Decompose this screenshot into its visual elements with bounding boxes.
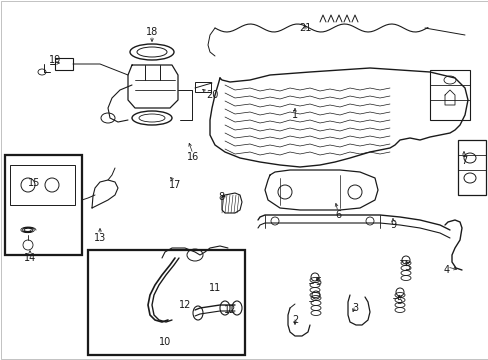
- Text: 9: 9: [389, 220, 395, 230]
- Text: 21: 21: [298, 23, 310, 33]
- Text: 18: 18: [145, 27, 158, 37]
- Text: 3: 3: [351, 303, 357, 313]
- Bar: [5, 155, 82, 255]
- Text: 17: 17: [168, 180, 181, 190]
- Bar: [55, 58, 73, 70]
- Bar: [88, 250, 244, 355]
- Text: 1: 1: [291, 110, 298, 120]
- Text: 16: 16: [186, 152, 199, 162]
- Text: 5: 5: [395, 296, 401, 306]
- Bar: [5, 155, 82, 255]
- Bar: [5, 155, 82, 255]
- Text: 5: 5: [403, 262, 409, 272]
- Bar: [10, 165, 75, 205]
- Text: 7: 7: [460, 156, 466, 166]
- Text: 20: 20: [205, 90, 218, 100]
- Text: 6: 6: [334, 210, 340, 220]
- Bar: [457, 140, 485, 195]
- Text: 12: 12: [224, 305, 236, 315]
- Text: 15: 15: [28, 178, 40, 188]
- Text: 4: 4: [443, 265, 449, 275]
- Text: 19: 19: [49, 55, 61, 65]
- Bar: [88, 250, 244, 355]
- Text: 12: 12: [179, 300, 191, 310]
- Bar: [429, 70, 469, 120]
- Bar: [195, 82, 210, 92]
- Text: 8: 8: [218, 192, 224, 202]
- Text: 11: 11: [208, 283, 221, 293]
- Text: 13: 13: [94, 233, 106, 243]
- Bar: [88, 250, 244, 355]
- Text: 5: 5: [314, 277, 321, 287]
- Text: 14: 14: [24, 253, 36, 263]
- Text: 10: 10: [159, 337, 171, 347]
- Text: 2: 2: [291, 315, 298, 325]
